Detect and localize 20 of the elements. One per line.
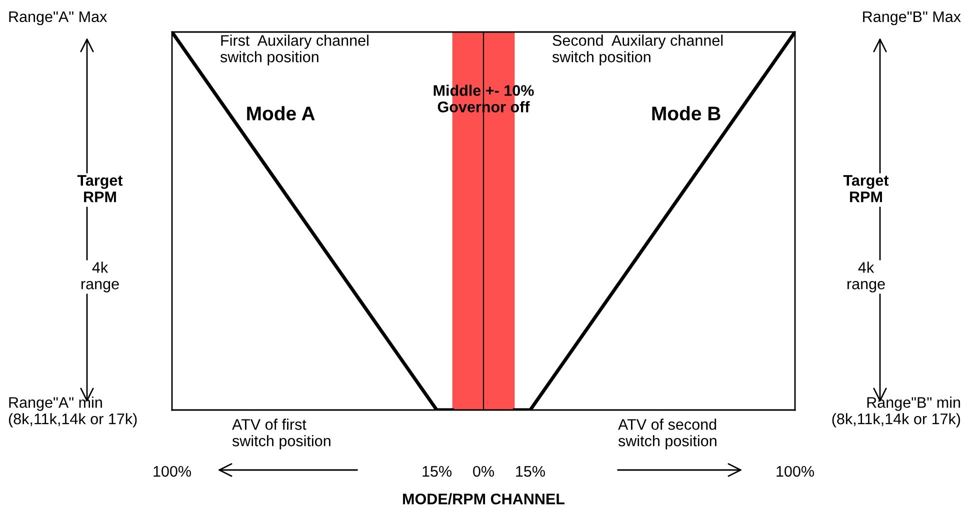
x-tick-label: 0%	[473, 466, 494, 477]
x-tick-label: 100%	[776, 466, 814, 477]
x-tick-label: 15%	[516, 466, 545, 477]
text: ATV of first switch position	[232, 418, 330, 450]
text: Target RPM	[77, 175, 123, 202]
text: Target RPM	[843, 175, 889, 202]
series-label: Mode B	[652, 106, 720, 120]
x-tick-label: 100%	[154, 466, 191, 477]
text: Range"A" Max	[9, 11, 107, 26]
text: 4k range	[81, 262, 119, 292]
text: ATV of second switch position	[618, 418, 716, 450]
x-tick-label: 15%	[422, 466, 452, 477]
text: Range"A" min (8k,11k,14k or 17k)	[8, 396, 137, 428]
annotation: Second Auxilary channel switch position	[552, 34, 723, 66]
text: Range"B" Max	[863, 11, 961, 26]
text: Range"B" min (8k,11k,14k or 17k)	[832, 396, 960, 428]
annotation: First Auxilary channel switch position	[220, 34, 368, 66]
series-label: Mode A	[247, 106, 315, 120]
text: 4k range	[847, 262, 885, 292]
x-axis-title: MODE/RPM CHANNEL	[403, 493, 565, 505]
